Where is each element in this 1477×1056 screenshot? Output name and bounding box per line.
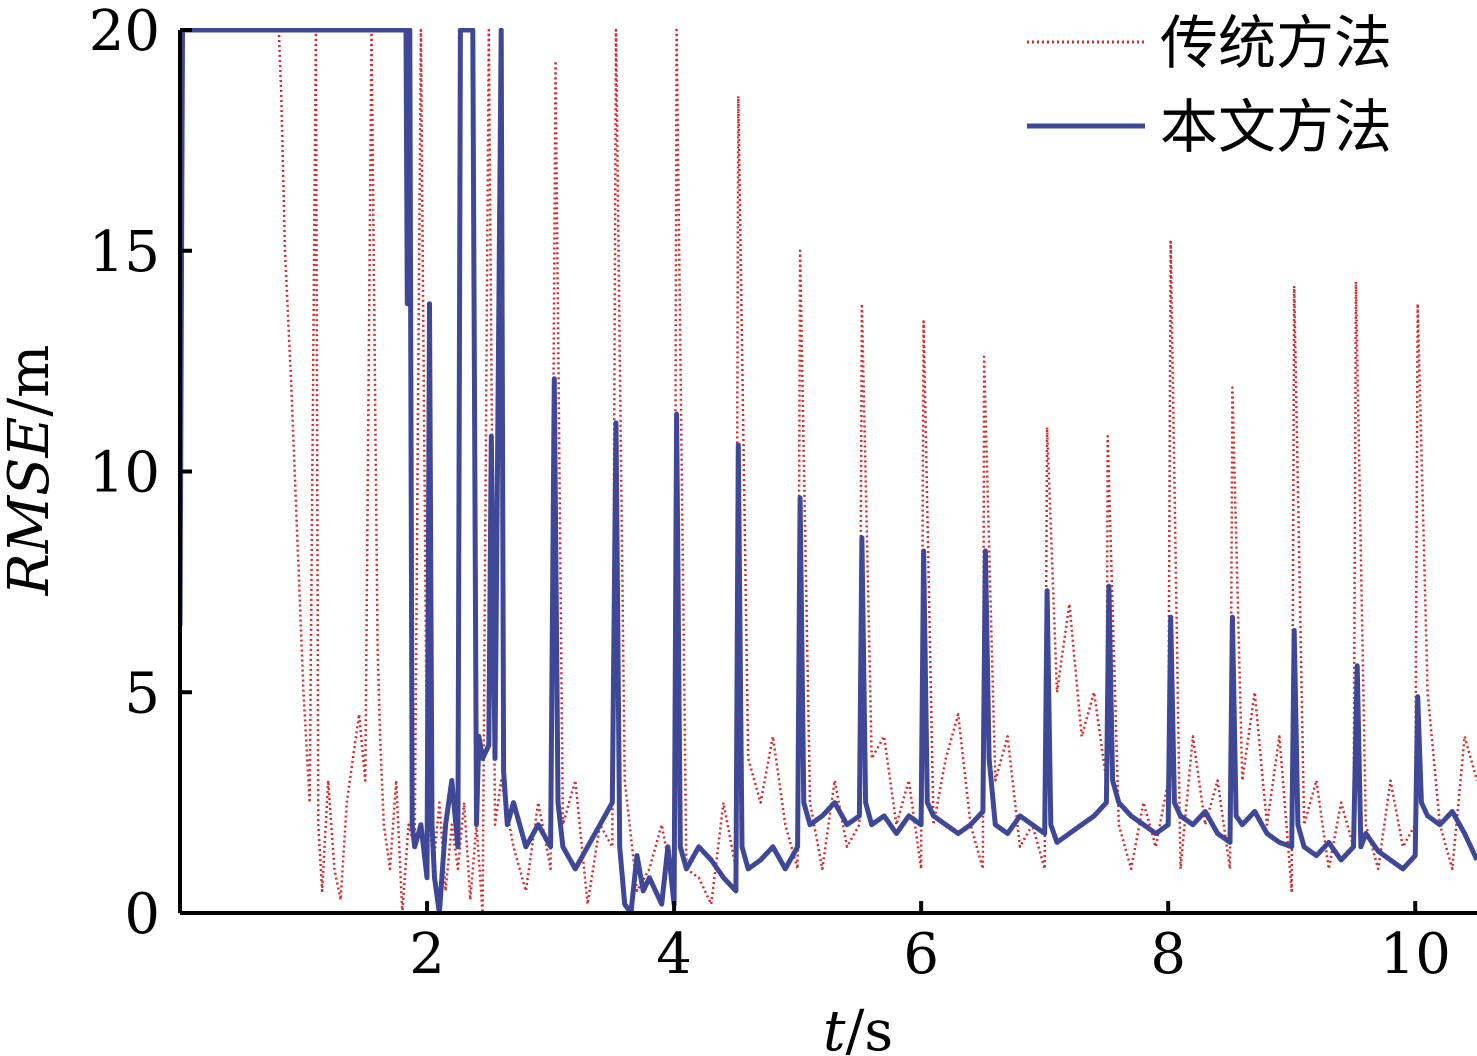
- legend-label-traditional: 传统方法: [1160, 9, 1392, 77]
- x-tick-label: 2: [409, 922, 445, 987]
- y-tick-label: 20: [89, 0, 160, 64]
- x-axis-label-italic: t: [823, 999, 846, 1056]
- legend-label-proposed: 本文方法: [1160, 93, 1392, 161]
- x-tick-label: 6: [903, 922, 939, 987]
- series-line-proposed: [178, 28, 1477, 914]
- y-axis-label-unit: /m: [0, 345, 62, 417]
- series-line-traditional: [277, 28, 1477, 914]
- y-axis-label-italic: RMSE: [0, 417, 62, 597]
- x-tick-label: 10: [1380, 922, 1451, 987]
- x-axis-label: t/s: [823, 999, 893, 1056]
- y-ticks: 0 5 10 15 20: [89, 0, 192, 947]
- legend: 传统方法 本文方法: [1027, 9, 1392, 161]
- x-axis-label-unit: /s: [845, 999, 893, 1056]
- x-ticks: 2 4 6 8 10: [409, 901, 1451, 987]
- y-tick-label: 15: [89, 220, 160, 285]
- x-tick-label: 8: [1150, 922, 1186, 987]
- x-tick-label: 4: [656, 922, 692, 987]
- y-tick-label: 0: [124, 882, 160, 947]
- series-layer: [178, 28, 1477, 914]
- axes: [178, 30, 1477, 915]
- y-axis-label: RMSE/m: [0, 345, 62, 597]
- y-tick-label: 5: [124, 661, 160, 726]
- y-tick-label: 10: [89, 441, 160, 506]
